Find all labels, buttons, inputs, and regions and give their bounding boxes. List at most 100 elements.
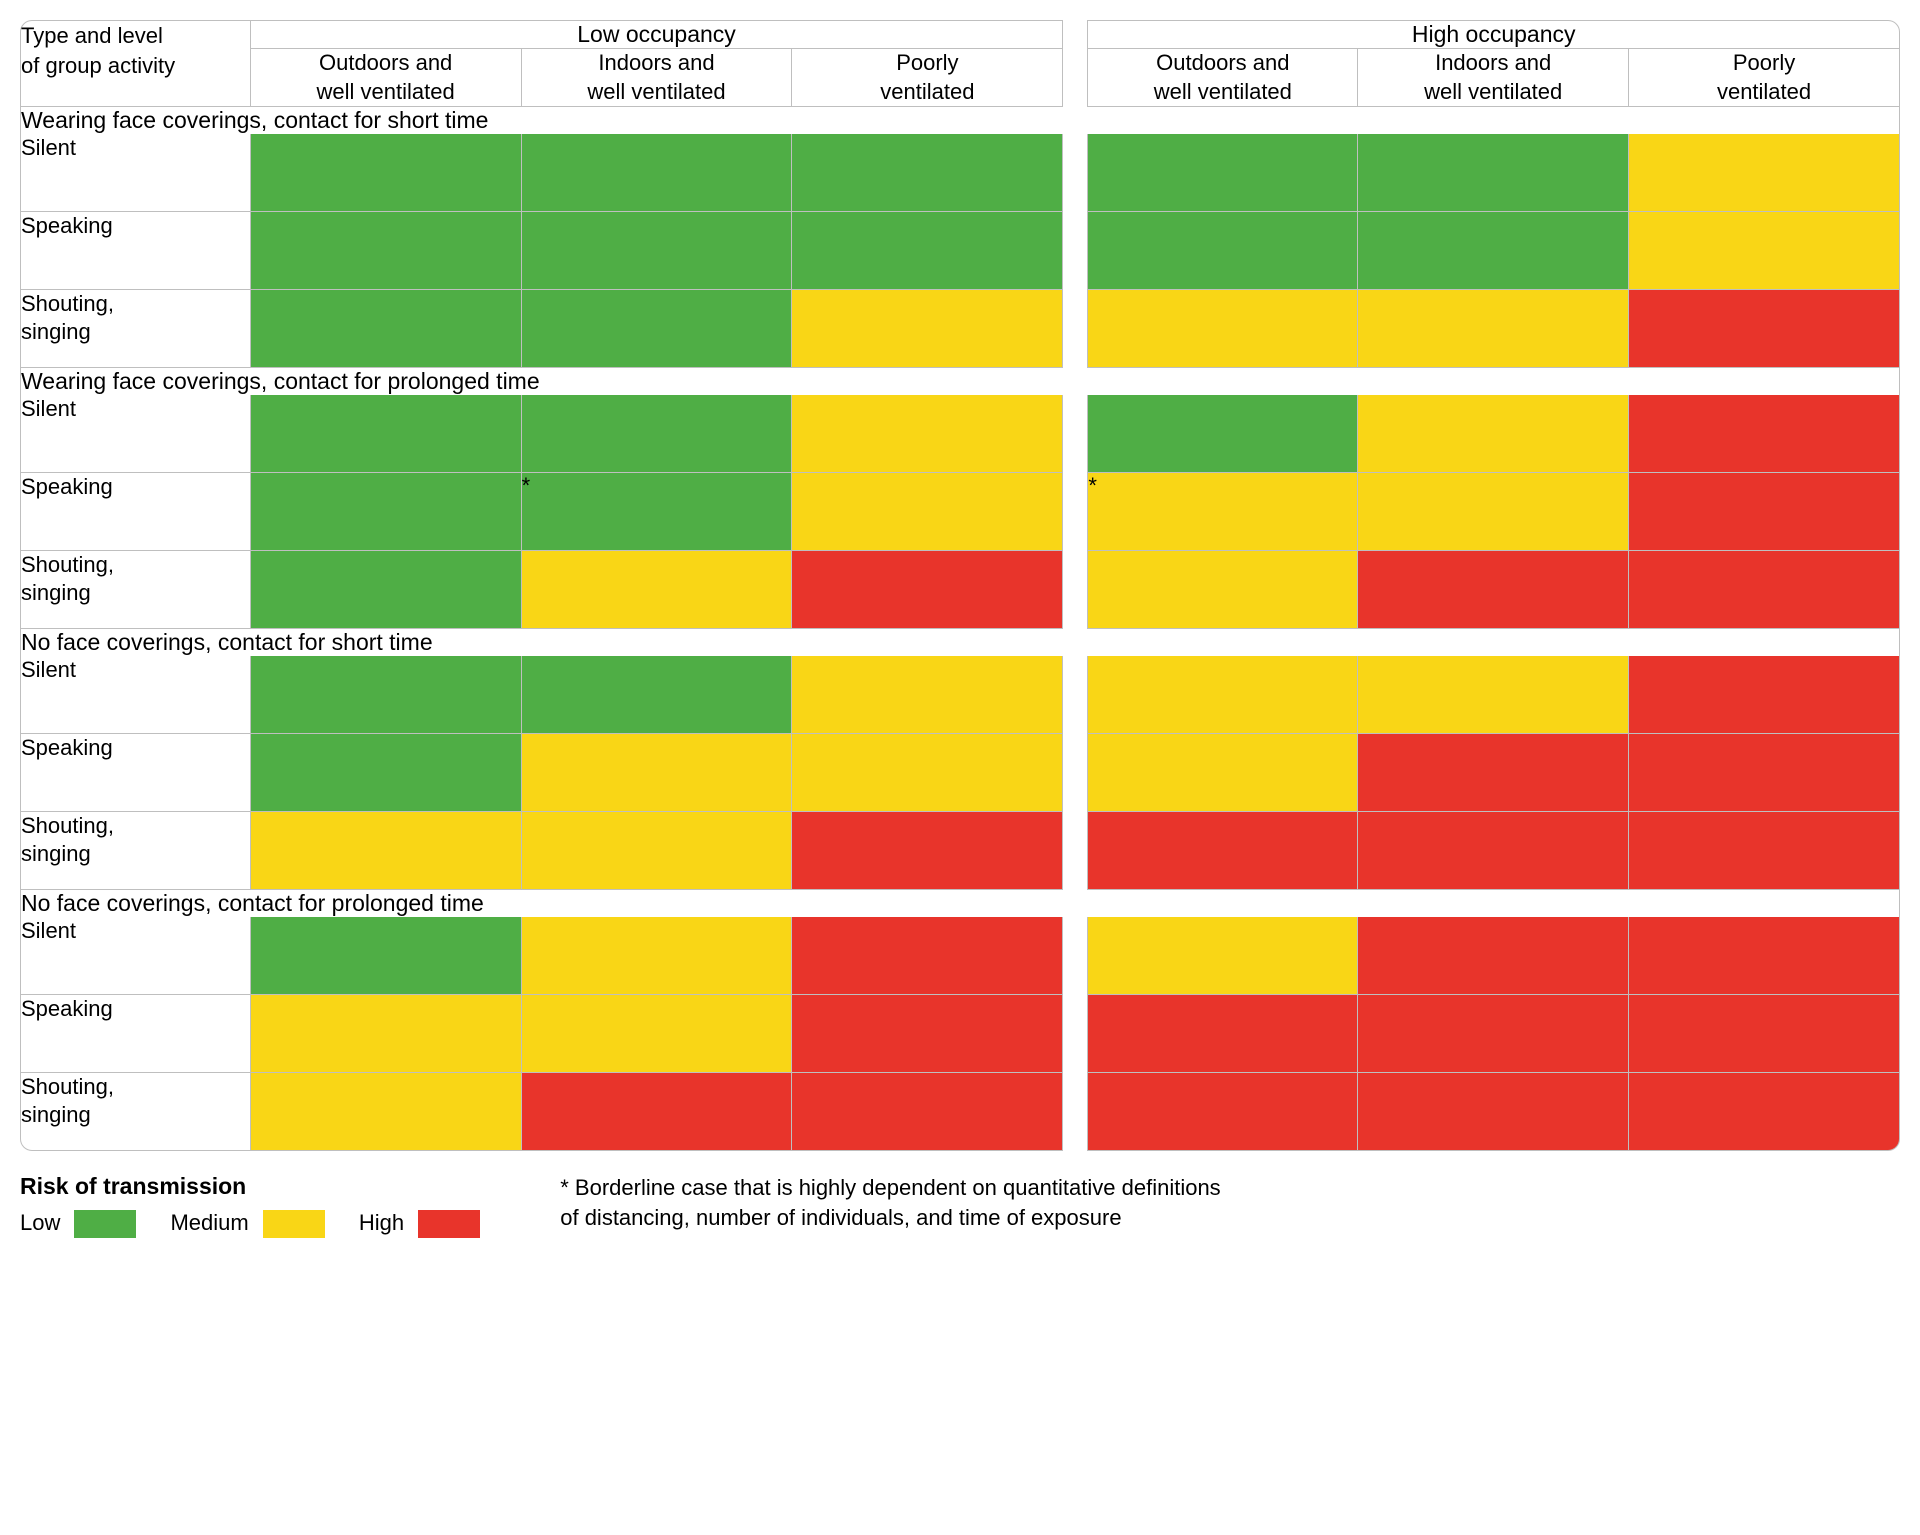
risk-cell [1629, 917, 1900, 995]
header-sub-outdoors-low: Outdoors andwell ventilated [251, 49, 522, 107]
gap-cell [1063, 212, 1087, 290]
risk-cell [251, 134, 522, 212]
header-high-occupancy: High occupancy [1087, 20, 1900, 49]
row-label: Shouting,singing [20, 551, 251, 629]
risk-cell [1358, 473, 1629, 551]
risk-cell [1358, 812, 1629, 890]
risk-cell: * [522, 473, 793, 551]
risk-cell [1629, 656, 1900, 734]
risk-cell [522, 995, 793, 1073]
header-sub-indoors-high: Indoors andwell ventilated [1358, 49, 1629, 107]
header-corner: Type and level of group activity [20, 20, 251, 107]
risk-cell [1358, 734, 1629, 812]
risk-cell [251, 917, 522, 995]
risk-cell [1358, 917, 1629, 995]
section-title: No face coverings, contact for short tim… [20, 629, 1900, 656]
risk-cell [1629, 812, 1900, 890]
legend-items: Low Medium High [20, 1210, 480, 1238]
risk-cell [1629, 734, 1900, 812]
risk-cell [1087, 734, 1358, 812]
risk-cell [251, 212, 522, 290]
risk-cell [792, 212, 1063, 290]
gap-cell [1063, 812, 1087, 890]
risk-cell [251, 395, 522, 473]
risk-cell [792, 473, 1063, 551]
gap-cell [1063, 551, 1087, 629]
risk-cell [1629, 290, 1900, 368]
risk-cell [1087, 995, 1358, 1073]
gap-cell [1063, 473, 1087, 551]
header-corner-l2: of group activity [21, 53, 175, 78]
risk-cell [1358, 395, 1629, 473]
row-label: Silent [20, 656, 251, 734]
risk-cell [522, 734, 793, 812]
risk-cell [1629, 995, 1900, 1073]
header-sub-outdoors-high: Outdoors andwell ventilated [1087, 49, 1358, 107]
risk-cell [522, 290, 793, 368]
risk-matrix-chart: Type and level of group activity Low occ… [20, 20, 1900, 1238]
row-label: Silent [20, 917, 251, 995]
risk-cell [1358, 212, 1629, 290]
risk-cell [1358, 995, 1629, 1073]
risk-cell [1629, 395, 1900, 473]
risk-cell [792, 812, 1063, 890]
legend: Risk of transmission Low Medium High * B… [20, 1173, 1900, 1238]
row-label: Shouting,singing [20, 1073, 251, 1151]
row-label: Speaking [20, 734, 251, 812]
risk-cell [1629, 473, 1900, 551]
legend-swatch-low [74, 1210, 136, 1238]
risk-cell [1358, 134, 1629, 212]
legend-high: High [359, 1210, 480, 1238]
row-label: Speaking [20, 473, 251, 551]
risk-cell [792, 290, 1063, 368]
risk-cell [251, 1073, 522, 1151]
risk-cell [1629, 1073, 1900, 1151]
header-gap [1063, 20, 1087, 107]
risk-cell [1087, 812, 1358, 890]
risk-cell [792, 551, 1063, 629]
gap-cell [1063, 734, 1087, 812]
risk-cell [522, 395, 793, 473]
risk-cell [251, 995, 522, 1073]
legend-swatch-medium [263, 1210, 325, 1238]
risk-cell [522, 1073, 793, 1151]
gap-cell [1063, 656, 1087, 734]
risk-cell [792, 995, 1063, 1073]
risk-cell [522, 917, 793, 995]
gap-cell [1063, 917, 1087, 995]
risk-cell [251, 812, 522, 890]
risk-cell [522, 812, 793, 890]
risk-cell [251, 290, 522, 368]
row-label: Speaking [20, 995, 251, 1073]
risk-cell [251, 734, 522, 812]
risk-cell: * [1087, 473, 1358, 551]
risk-cell [251, 551, 522, 629]
section-title: Wearing face coverings, contact for prol… [20, 368, 1900, 395]
row-label: Speaking [20, 212, 251, 290]
header-sub-poor-low: Poorlyventilated [792, 49, 1063, 107]
risk-cell [792, 1073, 1063, 1151]
risk-cell [792, 134, 1063, 212]
risk-cell [1087, 656, 1358, 734]
gap-cell [1063, 290, 1087, 368]
header-sub-poor-high: Poorlyventilated [1629, 49, 1900, 107]
risk-cell [1358, 290, 1629, 368]
row-label: Shouting,singing [20, 812, 251, 890]
gap-cell [1063, 995, 1087, 1073]
risk-cell [1087, 134, 1358, 212]
footnote: * Borderline case that is highly depende… [560, 1173, 1220, 1232]
header-low-occupancy: Low occupancy [251, 20, 1064, 49]
legend-title: Risk of transmission [20, 1173, 480, 1200]
legend-swatch-high [418, 1210, 480, 1238]
risk-cell [251, 473, 522, 551]
legend-medium: Medium [170, 1210, 324, 1238]
risk-cell [1629, 551, 1900, 629]
risk-cell [1087, 290, 1358, 368]
risk-cell [1087, 212, 1358, 290]
risk-cell [792, 917, 1063, 995]
risk-cell [1087, 917, 1358, 995]
risk-cell [522, 656, 793, 734]
section-title: Wearing face coverings, contact for shor… [20, 107, 1900, 134]
risk-cell [251, 656, 522, 734]
risk-cell [522, 212, 793, 290]
